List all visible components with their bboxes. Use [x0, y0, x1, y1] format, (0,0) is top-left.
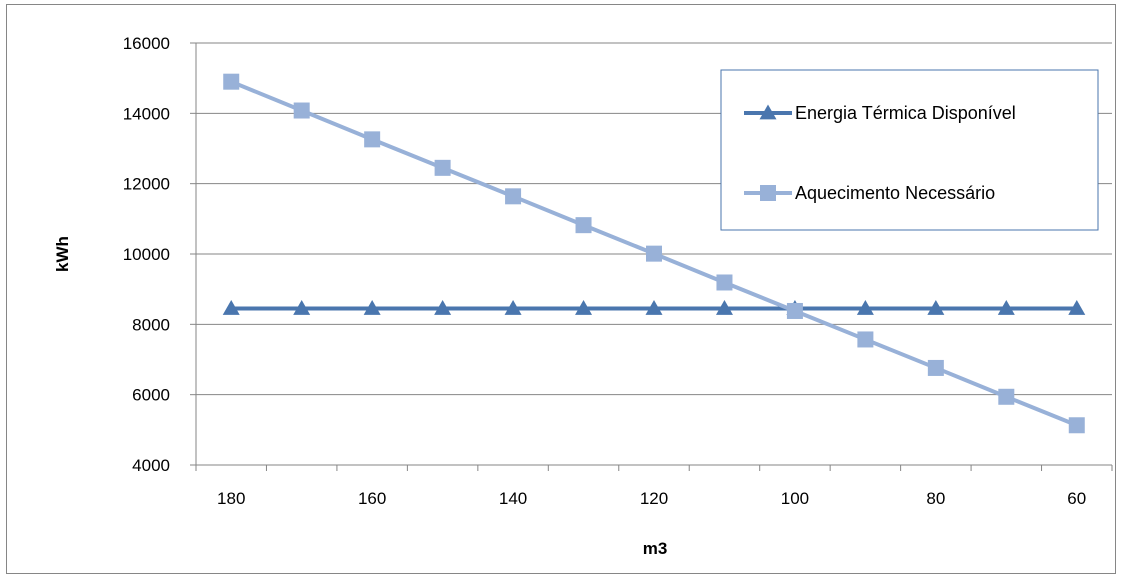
x-tick-label: 140 — [499, 489, 527, 508]
square-marker — [223, 73, 240, 90]
square-marker — [505, 188, 522, 205]
triangle-marker — [997, 300, 1015, 315]
x-tick-label: 60 — [1067, 489, 1086, 508]
y-tick-label: 14000 — [123, 104, 170, 123]
y-tick-label: 12000 — [123, 175, 170, 194]
triangle-marker — [293, 300, 311, 315]
triangle-marker — [222, 300, 240, 315]
square-marker — [760, 185, 776, 201]
square-marker — [646, 245, 662, 262]
x-axis-title: m3 — [643, 539, 668, 558]
triangle-marker — [927, 300, 945, 315]
square-marker — [786, 302, 803, 319]
x-tick-label: 160 — [358, 489, 386, 508]
square-marker — [857, 331, 874, 348]
tick-labels: 4000 6000 8000 10000 12000 14000 16000 180 160 14… — [123, 34, 1087, 508]
triangle-marker — [504, 300, 522, 315]
legend-entry: Energia Térmica Disponível — [744, 103, 1016, 123]
triangle-marker — [434, 300, 452, 315]
x-tick-label: 120 — [640, 489, 668, 508]
legend-box — [720, 69, 1099, 231]
triangle-marker — [363, 300, 381, 315]
y-tick-label: 6000 — [132, 386, 170, 405]
square-marker — [364, 131, 381, 148]
y-tick-label: 10000 — [123, 245, 170, 264]
grid-lines — [196, 42, 1112, 396]
square-marker — [293, 102, 310, 119]
triangle-marker — [759, 104, 777, 120]
triangle-marker — [575, 300, 593, 315]
legend-entries: Energia Térmica Disponível Aquecimento Ne… — [744, 103, 1016, 203]
series-1 — [222, 300, 1086, 315]
triangle-marker — [1068, 300, 1086, 315]
square-marker — [927, 359, 944, 376]
x-tick-label: 80 — [926, 489, 945, 508]
legend-label: Aquecimento Necessário — [795, 183, 995, 203]
square-marker — [716, 274, 733, 291]
y-tick-label: 8000 — [132, 315, 170, 334]
square-marker — [434, 159, 451, 176]
y-axis-title: kWh — [53, 236, 72, 272]
square-marker — [575, 217, 592, 234]
triangle-marker — [715, 300, 733, 315]
y-tick-label: 4000 — [132, 456, 170, 475]
axes — [190, 42, 1113, 471]
legend: Energia Térmica Disponível Aquecimento Ne… — [720, 69, 1099, 231]
legend-label: Energia Térmica Disponível — [795, 103, 1016, 123]
triangle-marker — [645, 300, 663, 315]
x-tick-label: 180 — [217, 489, 245, 508]
square-marker — [1068, 417, 1085, 434]
triangle-marker — [856, 300, 874, 315]
legend-entry: Aquecimento Necessário — [744, 183, 995, 203]
square-marker — [998, 388, 1015, 405]
x-tick-label: 100 — [781, 489, 809, 508]
series-layer — [222, 73, 1086, 434]
y-tick-label: 16000 — [123, 34, 170, 53]
series-2 — [223, 73, 1085, 434]
